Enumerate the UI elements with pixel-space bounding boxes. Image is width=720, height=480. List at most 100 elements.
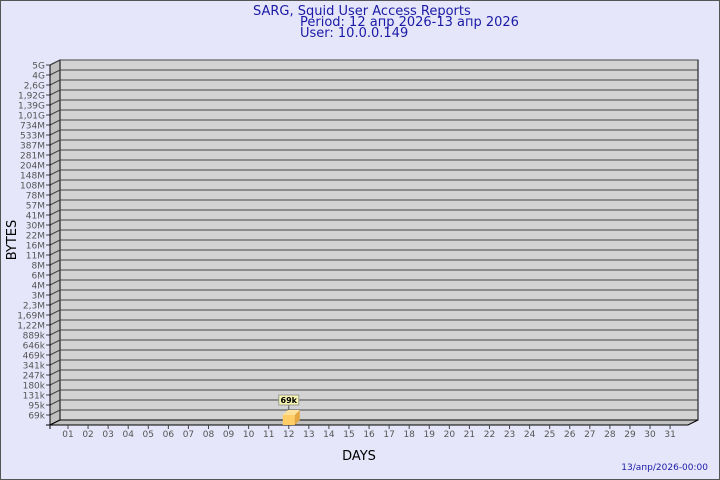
y-tick-slant xyxy=(49,159,61,166)
y-tick-label: 148M xyxy=(20,172,45,182)
y-tick-slant xyxy=(49,279,61,286)
y-tick-label: 889k xyxy=(23,332,46,342)
y-tick-label: 131k xyxy=(23,392,46,402)
y-tick-slant xyxy=(49,249,61,256)
y-tick-slant xyxy=(49,189,61,196)
y-tick-slant xyxy=(49,149,61,156)
data-label: 69k xyxy=(281,396,298,405)
y-tick-slant xyxy=(49,179,61,186)
x-tick-label: 28 xyxy=(604,430,616,440)
y-tick-slant xyxy=(49,359,61,366)
y-tick-slant xyxy=(49,129,61,136)
x-tick-label: 19 xyxy=(424,430,436,440)
y-tick-label: 204M xyxy=(20,162,45,172)
y-tick-label: 30M xyxy=(26,222,45,232)
x-tick-label: 02 xyxy=(82,430,93,440)
chart-user: User: 10.0.0.149 xyxy=(300,26,409,41)
y-tick-label: 5G xyxy=(32,62,45,72)
y-tick-label: 281M xyxy=(20,152,45,162)
x-tick-label: 06 xyxy=(163,430,175,440)
y-tick-label: 16M xyxy=(26,242,45,252)
y-tick-slant xyxy=(49,109,61,116)
y-tick-slant xyxy=(49,69,61,76)
x-tick-label: 20 xyxy=(444,430,456,440)
x-tick-label: 26 xyxy=(564,430,576,440)
y-tick-label: 41M xyxy=(26,212,45,222)
y-tick-label: 247k xyxy=(23,372,46,382)
y-tick-slant xyxy=(49,119,61,126)
x-tick-label: 16 xyxy=(363,430,375,440)
chart-title: SARG, Squid User Access Reports xyxy=(253,4,471,19)
y-tick-slant xyxy=(49,209,61,216)
y-tick-label: 8M xyxy=(32,262,46,272)
report-timestamp: 13/апр/2026-00:00 xyxy=(621,463,708,473)
x-tick-label: 27 xyxy=(584,430,595,440)
y-tick-slant xyxy=(49,409,61,416)
x-tick-label: 25 xyxy=(544,430,555,440)
y-tick-label: 2,3M xyxy=(23,302,45,312)
y-tick-label: 341k xyxy=(23,362,46,372)
y-tick-label: 1,69M xyxy=(17,312,45,322)
y-tick-label: 1,92G xyxy=(18,92,45,102)
y-axis-label: BYTES xyxy=(5,220,20,261)
y-tick-label: 95k xyxy=(28,402,45,412)
y-tick-slant xyxy=(49,89,61,96)
x-tick-label: 24 xyxy=(524,430,536,440)
x-tick-label: 07 xyxy=(183,430,194,440)
x-tick-label: 08 xyxy=(203,430,215,440)
y-tick-label: 646k xyxy=(23,342,46,352)
y-tick-label: 57M xyxy=(26,202,45,212)
y-tick-slant xyxy=(49,99,61,106)
y-tick-label: 1,01G xyxy=(18,112,45,122)
x-tick-label: 17 xyxy=(383,430,394,440)
y-tick-label: 3M xyxy=(32,292,46,302)
x-axis-label: DAYS xyxy=(342,449,376,464)
y-tick-slant xyxy=(49,299,61,306)
y-tick-slant xyxy=(49,259,61,266)
x-tick-label: 13 xyxy=(303,430,314,440)
x-tick-label: 01 xyxy=(62,430,73,440)
y-tick-slant xyxy=(49,349,61,356)
y-tick-slant xyxy=(49,199,61,206)
y-tick-label: 4M xyxy=(32,282,46,292)
y-tick-slant xyxy=(49,169,61,176)
y-tick-slant xyxy=(49,369,61,376)
x-tick-label: 10 xyxy=(243,430,255,440)
x-tick-label: 03 xyxy=(102,430,113,440)
x-tick-label: 21 xyxy=(464,430,475,440)
y-tick-slant xyxy=(49,229,61,236)
y-tick-slant xyxy=(49,329,61,336)
chart-period: Period: 12 апр 2026-13 апр 2026 xyxy=(300,15,519,30)
y-tick-label: 469k xyxy=(23,352,46,362)
x-tick-label: 23 xyxy=(504,430,515,440)
x-tick-label: 22 xyxy=(484,430,495,440)
y-tick-label: 1,39G xyxy=(18,102,45,112)
x-tick-label: 05 xyxy=(143,430,154,440)
y-tick-label: 108M xyxy=(20,182,45,192)
x-tick-label: 30 xyxy=(644,430,656,440)
y-tick-label: 22M xyxy=(26,232,45,242)
y-tick-label: 2,6G xyxy=(24,82,45,92)
y-tick-slant xyxy=(49,319,61,326)
y-tick-label: 734M xyxy=(20,122,45,132)
y-tick-slant xyxy=(49,269,61,276)
x-tick-label: 14 xyxy=(323,430,335,440)
y-tick-slant xyxy=(49,219,61,226)
y-tick-slant xyxy=(49,79,61,86)
y-tick-slant xyxy=(49,309,61,316)
y-tick-label: 6M xyxy=(32,272,46,282)
x-tick-label: 31 xyxy=(664,430,675,440)
y-tick-label: 533M xyxy=(20,132,45,142)
y-tick-label: 387M xyxy=(20,142,45,152)
x-tick-label: 29 xyxy=(624,430,636,440)
y-tick-label: 4G xyxy=(32,72,45,82)
y-tick-slant xyxy=(49,289,61,296)
y-tick-slant xyxy=(49,399,61,406)
y-tick-label: 1,22M xyxy=(17,322,45,332)
y-tick-slant xyxy=(49,379,61,386)
x-tick-label: 15 xyxy=(343,430,354,440)
y-tick-slant xyxy=(49,59,61,66)
y-tick-label: 180k xyxy=(23,382,46,392)
y-tick-label: 69k xyxy=(28,412,45,422)
